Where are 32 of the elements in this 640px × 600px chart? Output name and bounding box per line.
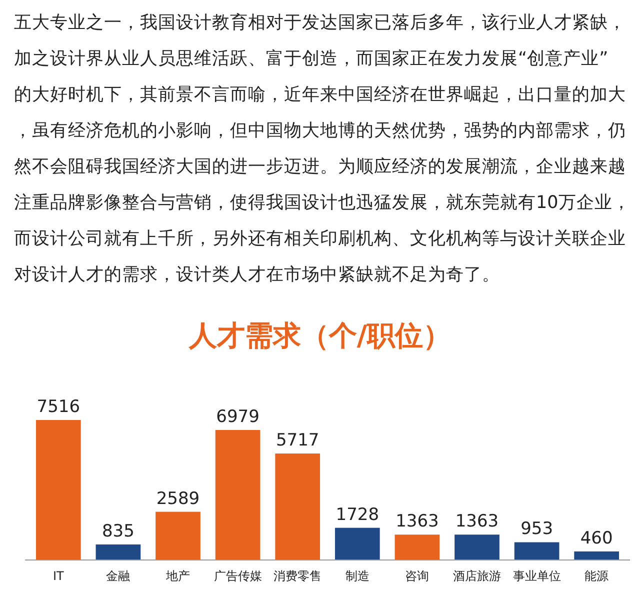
bar (36, 420, 81, 560)
data-label: 1363 (396, 512, 439, 532)
data-label: 7516 (36, 397, 80, 417)
x-tick-label: IT (52, 569, 65, 583)
chart-title: 人才需求（个/职位） (188, 319, 452, 352)
x-tick-label: 酒店旅游 (452, 569, 501, 583)
x-tick-label: 咨询 (405, 569, 430, 583)
x-tick-label: 事业单位 (512, 569, 561, 583)
bar (275, 454, 320, 560)
x-tick-label: 金融 (106, 569, 130, 583)
bar (454, 534, 500, 560)
x-tick-label: 广告传媒 (214, 569, 262, 583)
data-label: 6979 (216, 407, 260, 428)
x-tick-label: 消费零售 (274, 569, 322, 583)
bar (215, 430, 260, 560)
data-label: 953 (520, 519, 554, 540)
bar (394, 534, 440, 560)
bar (514, 542, 560, 560)
text: 五大专业之一，我国设计教育相对于发达国家已落后多年，该行业人才紧缺，加之设计界从业人员思维活跃、富于创造，而国家正在发力发展“创意产业”的大好时机下，其前景不言而喻，近年来中国经济在世界崛起，出口量的加大，虽有经济危机的小影响，但中国物大地博的天然优势，强势的内部需求，仍然不会阻碍我国经济大国的进一步迈进。为顺应经济的发展潮流，企业越来越注重品牌影像整合与营销，使得我国设计也迅猛发展，就东莞就有10万企业，而设计公司就有上千所，另外还有相关印刷机构、文化机构等与设计关联企业对设计人才的需求，设计类人才在市场中紧缺就不足为奇了。 (14, 12, 630, 285)
x-tick-label: 能源 (584, 569, 609, 583)
data-label: 835 (102, 521, 134, 542)
bar (156, 512, 200, 560)
data-label: 1728 (336, 504, 380, 525)
data-label: 460 (580, 528, 613, 548)
data-label: 2589 (156, 488, 200, 509)
data-label: 5717 (276, 430, 320, 451)
bar (334, 528, 380, 560)
x-tick-label: 地产 (165, 569, 190, 583)
bar (96, 544, 141, 560)
bar (574, 551, 620, 560)
data-label: 1363 (455, 512, 499, 532)
x-tick-label: 制造 (345, 569, 370, 583)
